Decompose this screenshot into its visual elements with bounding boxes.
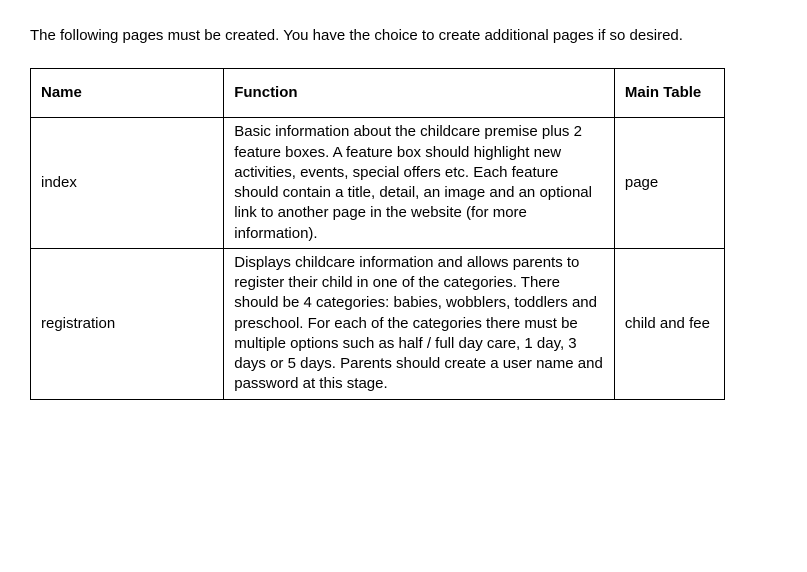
table-row: index Basic information about the childc… bbox=[31, 118, 725, 249]
table-header-row: Name Function Main Table bbox=[31, 69, 725, 118]
cell-main-table: page bbox=[614, 118, 724, 249]
intro-paragraph: The following pages must be created. You… bbox=[30, 25, 777, 46]
cell-function: Basic information about the childcare pr… bbox=[224, 118, 615, 249]
pages-table: Name Function Main Table index Basic inf… bbox=[30, 68, 725, 400]
cell-name: index bbox=[31, 118, 224, 249]
cell-main-table: child and fee bbox=[614, 248, 724, 399]
column-header-function: Function bbox=[224, 69, 615, 118]
column-header-main-table: Main Table bbox=[614, 69, 724, 118]
column-header-name: Name bbox=[31, 69, 224, 118]
cell-function: Displays childcare information and allow… bbox=[224, 248, 615, 399]
cell-name: registration bbox=[31, 248, 224, 399]
table-row: registration Displays childcare informat… bbox=[31, 248, 725, 399]
